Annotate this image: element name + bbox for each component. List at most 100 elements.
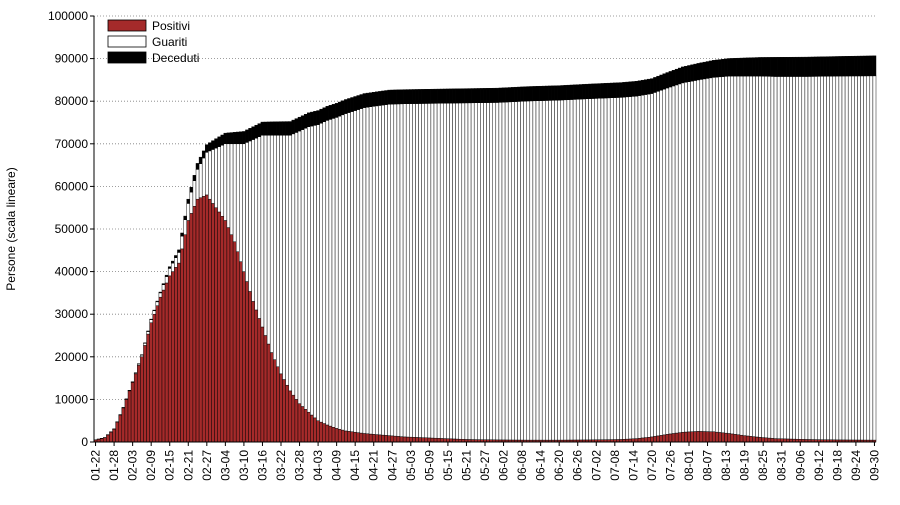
bar-deceduti	[820, 57, 823, 76]
bar-guariti	[443, 103, 446, 438]
bar-guariti	[273, 135, 276, 359]
bar-deceduti	[289, 122, 292, 136]
bar-positivi	[258, 318, 261, 442]
bar-deceduti	[449, 89, 452, 103]
bar-guariti	[354, 111, 357, 433]
bar-deceduti	[737, 58, 740, 76]
bar-deceduti	[743, 58, 746, 76]
bar-deceduti	[854, 56, 857, 76]
bar-guariti	[752, 76, 755, 437]
bar-deceduti	[412, 89, 415, 103]
bar-deceduti	[440, 89, 443, 103]
bar-guariti	[187, 203, 190, 220]
bar-guariti	[845, 76, 848, 440]
bar-deceduti	[276, 122, 279, 136]
bar-positivi	[134, 374, 137, 442]
x-tick-label: 07-20	[645, 450, 659, 481]
bar-positivi	[344, 431, 347, 442]
bar-guariti	[836, 76, 839, 440]
legend-swatch	[108, 36, 146, 47]
x-tick-label: 05-03	[404, 450, 418, 481]
bar-guariti	[190, 192, 193, 213]
bar-guariti	[184, 220, 187, 235]
bar-guariti	[434, 103, 437, 438]
bar-deceduti	[823, 57, 826, 77]
bar-deceduti	[508, 88, 511, 102]
bar-guariti	[598, 98, 601, 439]
bar-deceduti	[607, 83, 610, 98]
x-tick-label: 02-27	[200, 450, 214, 481]
bar-deceduti	[629, 82, 632, 97]
bar-deceduti	[861, 56, 864, 76]
bar-positivi	[706, 432, 709, 442]
bar-guariti	[669, 87, 672, 434]
bar-positivi	[236, 252, 239, 442]
bar-deceduti	[415, 89, 418, 103]
bar-guariti	[502, 102, 505, 440]
bar-guariti	[746, 76, 749, 436]
bar-positivi	[218, 212, 221, 442]
bar-deceduti	[273, 122, 276, 135]
bar-positivi	[307, 412, 310, 442]
bar-guariti	[341, 115, 344, 430]
bar-deceduti	[428, 89, 431, 103]
x-tick-label: 05-27	[478, 450, 492, 481]
bar-guariti	[644, 95, 647, 438]
bar-deceduti	[536, 86, 539, 100]
bar-positivi	[725, 433, 728, 442]
bar-deceduti	[317, 111, 320, 125]
bar-deceduti	[857, 56, 860, 76]
bar-deceduti	[147, 331, 150, 332]
bar-deceduti	[811, 57, 814, 76]
bar-guariti	[369, 107, 372, 434]
bar-deceduti	[836, 56, 839, 76]
bar-guariti	[607, 98, 610, 440]
bar-deceduti	[171, 261, 174, 263]
bar-guariti	[264, 135, 267, 335]
bar-guariti	[694, 80, 697, 431]
bar-deceduti	[446, 89, 449, 103]
bar-guariti	[715, 77, 718, 432]
bar-deceduti	[177, 250, 180, 253]
legend-label: Positivi	[152, 19, 190, 33]
bar-guariti	[317, 125, 320, 421]
bar-deceduti	[721, 59, 724, 76]
bar-guariti	[789, 76, 792, 439]
bar-deceduti	[252, 127, 255, 140]
bar-deceduti	[691, 65, 694, 81]
bar-guariti	[267, 135, 270, 344]
bar-deceduti	[675, 69, 678, 85]
bar-positivi	[168, 276, 171, 442]
bar-guariti	[415, 104, 418, 438]
bar-positivi	[684, 432, 687, 442]
y-tick-label: 0	[81, 435, 88, 449]
bar-deceduti	[326, 106, 329, 120]
bar-deceduti	[623, 82, 626, 97]
bar-positivi	[267, 344, 270, 442]
bar-guariti	[777, 76, 780, 438]
bar-positivi	[385, 435, 388, 442]
bar-deceduti	[230, 133, 233, 144]
bar-guariti	[366, 107, 369, 434]
x-tick-label: 08-13	[719, 450, 733, 481]
bar-guariti	[774, 76, 777, 438]
bar-deceduti	[181, 233, 184, 236]
bar-positivi	[341, 430, 344, 442]
bar-guariti	[437, 103, 440, 438]
bar-guariti	[344, 114, 347, 431]
bar-deceduti	[725, 59, 728, 76]
x-tick-label: 03-10	[237, 450, 251, 481]
bar-deceduti	[521, 87, 524, 101]
bar-guariti	[381, 105, 384, 435]
x-tick-label: 04-09	[330, 450, 344, 481]
bar-guariti	[499, 102, 502, 440]
bar-guariti	[422, 104, 425, 438]
bar-deceduti	[239, 132, 242, 144]
bar-deceduti	[808, 57, 811, 76]
bar-guariti	[536, 101, 539, 440]
bar-deceduti	[403, 90, 406, 104]
bar-deceduti	[752, 58, 755, 76]
bar-deceduti	[542, 86, 545, 100]
bar-positivi	[323, 424, 326, 442]
